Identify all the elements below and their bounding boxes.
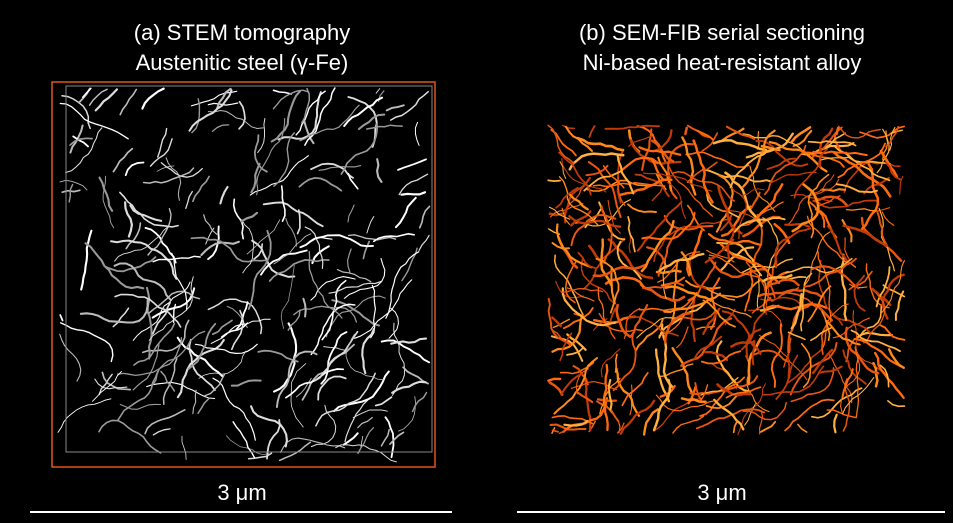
figure: (a) STEM tomography Austenitic steel (γ-…	[0, 0, 953, 523]
panel-title: (b) SEM-FIB serial sectioning	[579, 20, 865, 45]
panel-title: (a) STEM tomography	[134, 20, 350, 45]
dislocation-line	[598, 399, 616, 401]
background	[0, 0, 953, 523]
dislocation-line	[685, 128, 686, 134]
scale-label: 3 μm	[217, 480, 266, 505]
dislocation-line	[548, 180, 560, 181]
panel-subtitle: Austenitic steel (γ-Fe)	[136, 50, 349, 75]
scale-label: 3 μm	[697, 480, 746, 505]
panel-subtitle: Ni-based heat-resistant alloy	[583, 50, 862, 75]
dislocation-line	[837, 128, 839, 134]
